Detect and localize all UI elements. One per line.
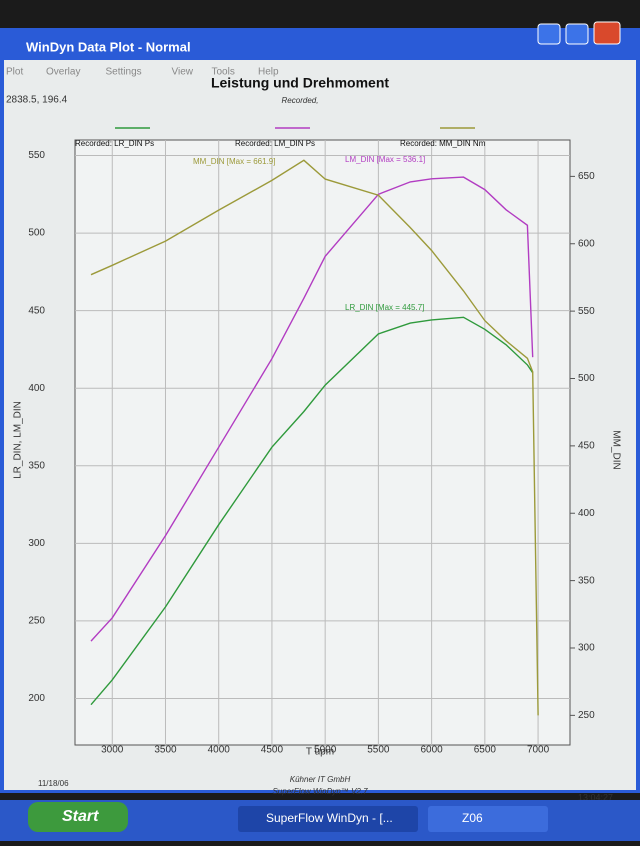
y2-tick-label: 550 bbox=[578, 306, 595, 317]
x-tick-label: 6500 bbox=[474, 745, 497, 756]
y-tick-label: 500 bbox=[28, 228, 45, 239]
y-tick-label: 250 bbox=[28, 616, 45, 627]
task-label[interactable]: Z06 bbox=[462, 811, 483, 825]
x-axis-label: T upm bbox=[306, 747, 334, 758]
x-tick-label: 7000 bbox=[527, 745, 550, 756]
legend-label: Recorded: MM_DIN Nm bbox=[400, 139, 486, 148]
series-line bbox=[90, 316, 534, 706]
y2-tick-label: 450 bbox=[578, 441, 595, 452]
footer-company: Kühner IT GmbH bbox=[290, 775, 351, 784]
legend-label: Recorded: LM_DIN Ps bbox=[235, 139, 315, 148]
y-tick-label: 350 bbox=[28, 460, 45, 471]
legend-label: Recorded: LR_DIN Ps bbox=[75, 139, 154, 148]
annotation: LM_DIN [Max = 536.1] bbox=[345, 155, 425, 164]
task-button[interactable] bbox=[238, 806, 418, 832]
footer-date: 11/18/06 bbox=[38, 779, 69, 788]
task-label[interactable]: SuperFlow WinDyn - [... bbox=[266, 811, 393, 825]
cursor-coords: 2838.5, 196.4 bbox=[6, 95, 68, 106]
y2-tick-label: 400 bbox=[578, 508, 595, 519]
y2-tick-label: 600 bbox=[578, 238, 595, 249]
start-button[interactable] bbox=[28, 802, 128, 832]
x-tick-label: 4000 bbox=[208, 745, 231, 756]
y-tick-label: 300 bbox=[28, 538, 45, 549]
y2-tick-label: 500 bbox=[578, 373, 595, 384]
maximize-button[interactable] bbox=[565, 23, 589, 45]
y2-tick-label: 350 bbox=[578, 575, 595, 586]
x-tick-label: 5500 bbox=[367, 745, 390, 756]
series-line bbox=[90, 176, 534, 642]
menu-item[interactable]: Overlay bbox=[46, 67, 80, 78]
menu-item[interactable]: Help bbox=[258, 67, 279, 78]
y-tick-label: 200 bbox=[28, 693, 45, 704]
chart-title: Leistung und Drehmoment bbox=[211, 75, 389, 91]
minimize-button[interactable] bbox=[537, 23, 561, 45]
menu-item[interactable]: Tools bbox=[212, 67, 235, 78]
window-title: WinDyn Data Plot - Normal bbox=[26, 39, 191, 54]
footer-product: SuperFlow WinDyn™ V2.7 bbox=[272, 787, 368, 796]
x-tick-label: 3000 bbox=[101, 745, 124, 756]
y2-tick-label: 650 bbox=[578, 171, 595, 182]
start-label[interactable]: Start bbox=[62, 808, 99, 825]
menu-item[interactable]: View bbox=[172, 67, 194, 78]
y-tick-label: 450 bbox=[28, 305, 45, 316]
y2-tick-label: 250 bbox=[578, 710, 595, 721]
y2-tick-label: 300 bbox=[578, 643, 595, 654]
plot-area bbox=[74, 139, 571, 746]
chart-subtitle: Recorded, bbox=[282, 96, 319, 105]
footer-time: 13:04:27 bbox=[578, 792, 613, 802]
y-tick-label: 400 bbox=[28, 383, 45, 394]
x-tick-label: 4500 bbox=[261, 745, 284, 756]
y-tick-label: 550 bbox=[28, 150, 45, 161]
close-button[interactable] bbox=[593, 21, 621, 45]
menu-item[interactable]: Settings bbox=[106, 67, 142, 78]
series-line bbox=[90, 159, 539, 716]
annotation: LR_DIN [Max = 445.7] bbox=[345, 303, 424, 312]
task-button[interactable] bbox=[428, 806, 548, 832]
y2-axis-label: MM_DIN bbox=[610, 430, 621, 469]
x-tick-label: 5000 bbox=[314, 745, 337, 756]
y-axis-label: LR_DIN, LM_DIN bbox=[13, 401, 24, 479]
menu-item[interactable]: Plot bbox=[6, 67, 23, 78]
x-tick-label: 6000 bbox=[420, 745, 443, 756]
x-tick-label: 3500 bbox=[154, 745, 177, 756]
annotation: MM_DIN [Max = 661.9] bbox=[193, 157, 275, 166]
